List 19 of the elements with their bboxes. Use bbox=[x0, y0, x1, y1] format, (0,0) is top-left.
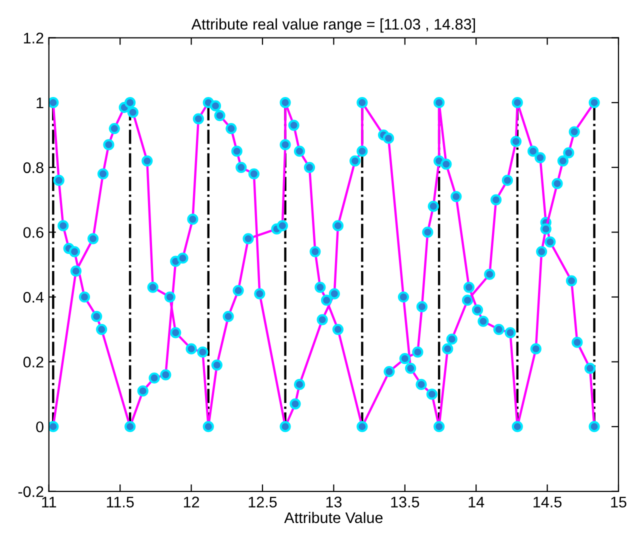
x-tick-label: 15 bbox=[611, 496, 626, 508]
y-tick-label: 0.8 bbox=[23, 162, 44, 174]
chart-title: Attribute real value range = [11.03 , 14.83] bbox=[191, 18, 475, 33]
x-tick-label: 12.5 bbox=[248, 496, 277, 508]
x-tick-label: 14.5 bbox=[534, 496, 562, 508]
y-tick-label: 1 bbox=[36, 98, 44, 108]
y-tick-label: -0.2 bbox=[18, 486, 44, 498]
y-tick-label: 1.2 bbox=[24, 32, 44, 44]
y-tick-label: 0.4 bbox=[23, 292, 44, 303]
x-tick-label: 11.5 bbox=[106, 496, 134, 508]
x-axis-title: Attribute Value bbox=[284, 512, 383, 524]
y-tick-label: 0 bbox=[36, 421, 44, 432]
x-tick-label: 13.5 bbox=[391, 496, 420, 508]
y-tick-label: 0.6 bbox=[23, 227, 44, 238]
y-tick-label: 0.2 bbox=[23, 356, 44, 368]
x-tick-label: 13 bbox=[326, 496, 342, 508]
x-tick-label: 14 bbox=[468, 496, 484, 508]
x-tick-label: 12 bbox=[184, 496, 200, 508]
x-tick-label: 11 bbox=[42, 496, 56, 508]
